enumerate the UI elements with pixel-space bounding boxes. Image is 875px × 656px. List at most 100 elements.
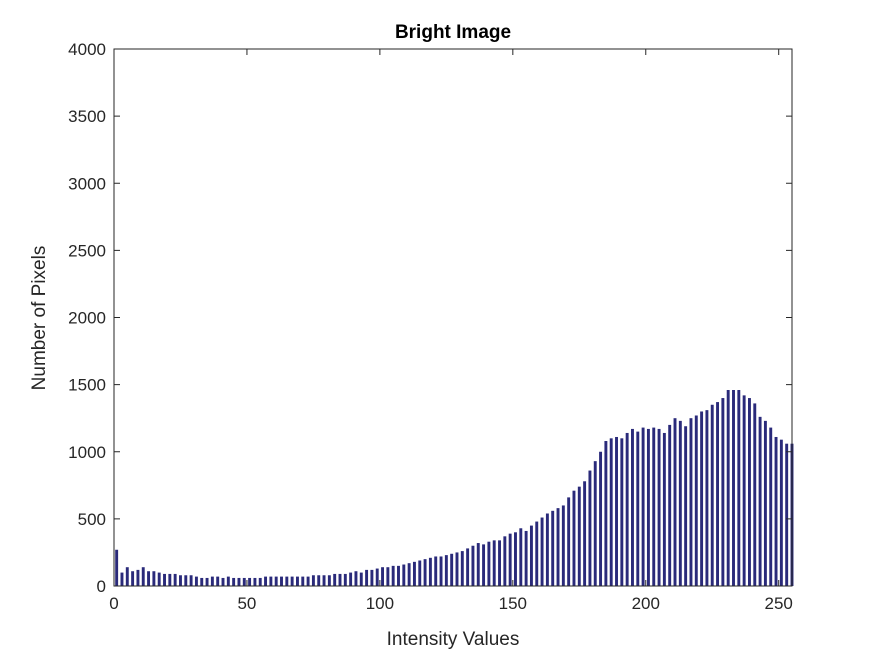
bars-group <box>115 390 794 586</box>
histogram-bar <box>322 575 326 586</box>
histogram-bar <box>503 536 507 586</box>
histogram-bar <box>519 528 523 586</box>
histogram-bar <box>492 540 496 586</box>
histogram-bar <box>168 573 172 586</box>
x-tick-label: 250 <box>765 594 793 613</box>
histogram-bar <box>721 398 725 586</box>
histogram-bar <box>673 418 677 586</box>
y-tick-label: 4000 <box>68 40 106 59</box>
histogram-bar <box>301 576 305 586</box>
histogram-bar <box>412 561 416 586</box>
histogram-bar <box>625 432 629 586</box>
histogram-bar <box>189 575 193 586</box>
histogram-bar <box>434 556 438 586</box>
y-axis-label: Number of Pixels <box>29 246 50 391</box>
histogram-bar <box>615 436 618 586</box>
histogram-bar <box>253 577 257 586</box>
histogram-bar <box>689 418 693 586</box>
histogram-bar <box>205 577 209 586</box>
histogram-bar <box>423 559 427 586</box>
histogram-bar <box>296 576 299 586</box>
histogram-bar <box>514 532 517 586</box>
histogram-bar <box>471 545 475 586</box>
y-tick-label: 2500 <box>68 241 106 260</box>
histogram-bar <box>700 411 704 586</box>
histogram-bar <box>354 571 358 586</box>
histogram-bar <box>620 438 624 586</box>
histogram-bar <box>444 555 448 586</box>
x-tick-label: 50 <box>237 594 256 613</box>
y-tick-label: 500 <box>78 510 106 529</box>
histogram-bar <box>125 567 129 586</box>
x-tick-label: 0 <box>109 594 118 613</box>
histogram-bar <box>577 486 581 586</box>
histogram-bar <box>588 470 592 586</box>
histogram-bar <box>141 567 145 586</box>
histogram-bar <box>274 576 278 586</box>
histogram-bar <box>179 575 182 586</box>
histogram-bar <box>157 572 161 586</box>
histogram-bar <box>147 571 151 586</box>
histogram-bar <box>163 573 166 586</box>
histogram-bar <box>184 575 188 586</box>
histogram-bar <box>540 517 544 586</box>
y-tick-label: 2000 <box>68 309 106 328</box>
histogram-bar <box>652 427 656 586</box>
y-tick-label: 3500 <box>68 107 106 126</box>
histogram-bar <box>152 571 156 586</box>
histogram-bar <box>375 568 379 586</box>
histogram-bar <box>407 563 411 586</box>
histogram-bar <box>349 572 353 586</box>
histogram-bar <box>694 415 698 586</box>
histogram-bar <box>280 576 283 586</box>
histogram-bar <box>311 575 315 586</box>
histogram-bar <box>769 427 773 586</box>
histogram-bar <box>120 572 124 586</box>
histogram-bar <box>774 436 778 586</box>
histogram-bar <box>487 541 491 586</box>
histogram-bar <box>604 441 608 586</box>
histogram-bar <box>716 402 720 586</box>
histogram-bar <box>226 576 230 586</box>
histogram-bar <box>216 576 220 586</box>
histogram-bar <box>779 439 783 586</box>
histogram-bar <box>136 569 140 586</box>
histogram-bar <box>535 521 539 586</box>
histogram-bar <box>418 560 422 586</box>
histogram-bar <box>567 497 571 586</box>
histogram-bar <box>232 577 236 586</box>
y-axis-ticks: 0 500 1000 1500 2000 2500 3000 3500 4000 <box>68 40 792 596</box>
histogram-bar <box>641 427 645 586</box>
x-axis-ticks: 0 50 100 150 200 250 <box>109 49 793 613</box>
y-tick-label: 3000 <box>68 174 106 193</box>
histogram-bar <box>327 575 331 586</box>
histogram-bar <box>763 420 767 586</box>
histogram-bar <box>482 544 486 586</box>
histogram-bar <box>646 428 650 586</box>
histogram-bar <box>131 571 135 586</box>
histogram-bar <box>599 451 603 586</box>
histogram-bar <box>115 549 119 586</box>
histogram-bar <box>748 398 751 586</box>
histogram-bar <box>381 567 384 586</box>
histogram-bar <box>200 577 204 586</box>
histogram-bar <box>785 443 789 586</box>
x-tick-label: 200 <box>632 594 660 613</box>
histogram-bar <box>753 403 757 586</box>
histogram-bar <box>264 576 268 586</box>
y-tick-label: 0 <box>97 577 106 596</box>
histogram-bar <box>285 576 289 586</box>
histogram-bar <box>678 420 682 586</box>
histogram-bar <box>498 540 501 586</box>
histogram-bar <box>636 431 640 586</box>
histogram-bar <box>397 565 400 586</box>
histogram-bar <box>551 510 555 586</box>
histogram-bar <box>439 556 443 586</box>
histogram-bar <box>572 490 576 586</box>
histogram-bar <box>742 395 746 586</box>
histogram-bar <box>306 576 310 586</box>
histogram-bar <box>732 390 735 586</box>
histogram-bar <box>476 543 480 586</box>
histogram-bar <box>333 573 337 586</box>
